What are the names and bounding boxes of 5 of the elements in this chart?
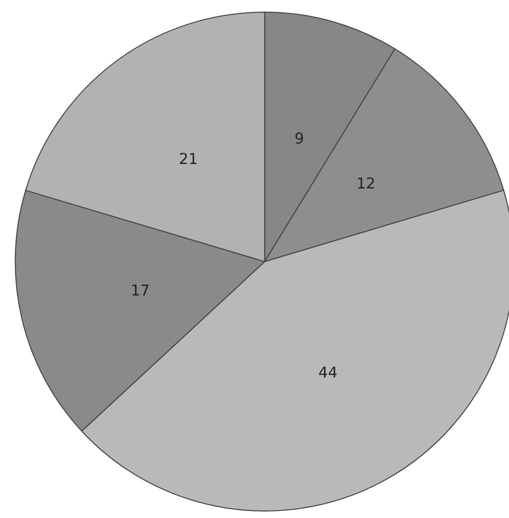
data-label: 9 (294, 130, 304, 148)
data-label: 44 (318, 364, 338, 382)
data-label: 17 (130, 282, 150, 300)
data-label: 21 (178, 150, 198, 168)
data-label: 12 (356, 174, 376, 193)
